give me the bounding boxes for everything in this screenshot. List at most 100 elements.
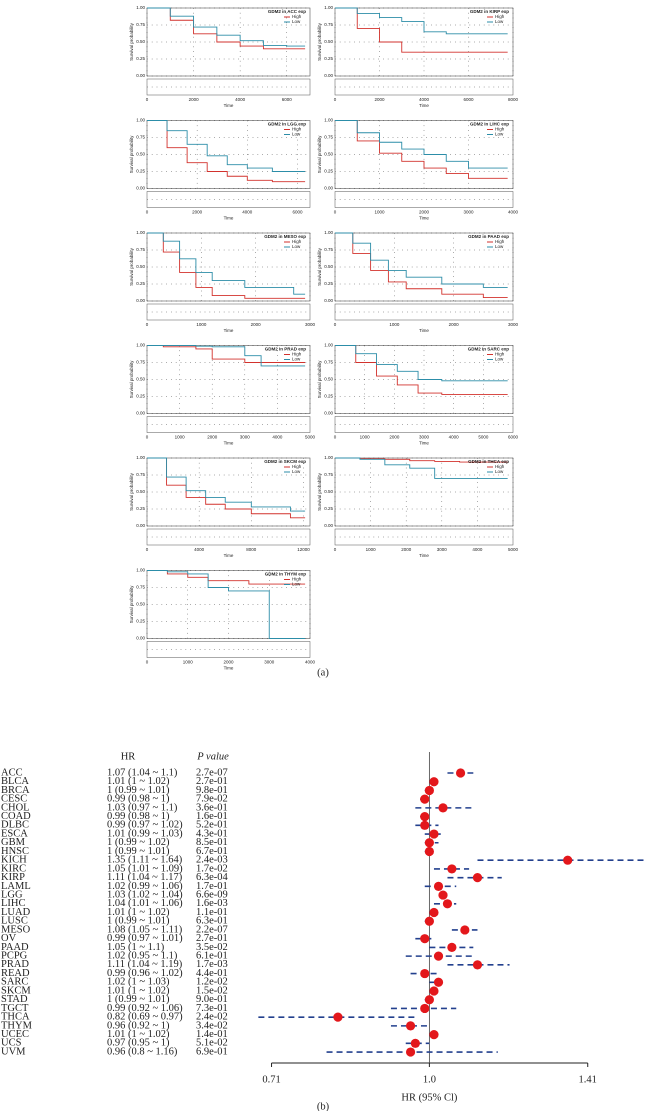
p-label: 6.1e-01 bbox=[196, 951, 228, 962]
x-tick-label: 1.41 bbox=[579, 1074, 597, 1085]
panel-title: GDM2 in THYM exp bbox=[265, 572, 307, 577]
row-label: OV bbox=[1, 933, 17, 944]
p-label: 2.4e-03 bbox=[196, 855, 228, 866]
legend-label: High bbox=[495, 352, 505, 357]
p-label: 6.3e-01 bbox=[196, 916, 228, 927]
p-label: 6.9e-01 bbox=[196, 1046, 228, 1057]
km-panel: 0.00 0.25 0.50 0.75 1.00 0 1000 2000 3000 4000 500… bbox=[129, 343, 315, 446]
survival-curve bbox=[335, 232, 508, 288]
y-axis-label: Survival probability bbox=[317, 472, 322, 511]
x-tick-label: 3000 bbox=[419, 435, 430, 440]
y-tick-label: 0.75 bbox=[136, 22, 145, 27]
p-label: 1.5e-02 bbox=[196, 985, 228, 996]
km-panel: 0.00 0.25 0.50 0.75 1.00 0 1000 2000 3000 Time Sur… bbox=[129, 230, 315, 333]
y-axis-label: Survival probability bbox=[317, 360, 322, 399]
y-tick-label: 0.50 bbox=[324, 377, 333, 382]
x-tick-label: 1.0 bbox=[423, 1074, 436, 1085]
x-tick-label: 5000 bbox=[508, 547, 519, 552]
row-label: UCS bbox=[1, 1038, 22, 1049]
row-label: ESCA bbox=[1, 828, 28, 839]
km-panel: 0.00 0.25 0.50 0.75 1.00 0 2000 4000 6000 8000 Tim… bbox=[317, 5, 518, 108]
x-tick-label: 3000 bbox=[437, 547, 448, 552]
x-tick-label: 6000 bbox=[508, 435, 519, 440]
x-tick-label: 1000 bbox=[196, 322, 207, 327]
panel-title: GDM2 in MESO exp bbox=[264, 234, 306, 239]
x-tick-label: 2000 bbox=[251, 322, 262, 327]
hr-point bbox=[433, 977, 444, 987]
x-tick-label: 0 bbox=[146, 435, 149, 440]
survival-curve bbox=[335, 345, 508, 382]
x-tick-label: 3000 bbox=[463, 210, 474, 215]
row-label: DLBC bbox=[1, 820, 29, 831]
column-header: HR bbox=[121, 751, 136, 762]
hr-label: 0.99 (0.96 ~ 1.02) bbox=[107, 968, 183, 979]
survival-curve bbox=[147, 7, 306, 47]
p-label: 6.3e-04 bbox=[196, 872, 229, 883]
y-tick-label: 0.75 bbox=[136, 135, 145, 140]
y-tick-label: 0.00 bbox=[136, 411, 145, 416]
hr-point bbox=[429, 777, 439, 787]
x-tick-label: 2000 bbox=[374, 97, 385, 102]
hr-point bbox=[429, 1030, 439, 1040]
risk-table bbox=[334, 416, 514, 433]
hr-label: 0.99 (0.97 ~ 1.02) bbox=[107, 820, 183, 831]
hr-point bbox=[429, 907, 439, 918]
hr-label: 1.35 (1.11 ~ 1.64) bbox=[107, 855, 183, 866]
x-axis-label: Time bbox=[224, 553, 234, 558]
p-label: 2.7e-07 bbox=[196, 767, 228, 778]
y-tick-label: 0.75 bbox=[136, 247, 145, 252]
p-label: 6.6e-09 bbox=[196, 889, 228, 900]
row-label: HNSC bbox=[1, 846, 29, 857]
legend-label: Low bbox=[495, 19, 504, 24]
legend-label: High bbox=[495, 14, 505, 19]
hr-point bbox=[447, 864, 457, 874]
y-tick-label: 0.75 bbox=[324, 135, 333, 140]
y-tick-label: 1.00 bbox=[136, 5, 145, 10]
hr-label: 1 (0.99 ~ 1.01) bbox=[107, 916, 170, 927]
x-tick-label: 1000 bbox=[183, 660, 194, 665]
p-label: 5.2e-01 bbox=[196, 820, 228, 831]
hr-label: 1.11 (1.04 ~ 1.17) bbox=[107, 872, 183, 883]
p-label: 1.6e-01 bbox=[196, 811, 228, 822]
survival-curve bbox=[147, 570, 306, 639]
hr-point bbox=[424, 785, 434, 796]
legend-label: Low bbox=[495, 469, 504, 474]
row-label: TGCT bbox=[1, 1003, 29, 1014]
p-label: 3.6e-01 bbox=[196, 802, 228, 813]
y-axis-label: Survival probability bbox=[129, 585, 134, 624]
y-tick-label: 0.75 bbox=[324, 472, 333, 477]
row-label: GBM bbox=[1, 837, 26, 848]
hr-label: 0.82 (0.69 ~ 0.97) bbox=[107, 1012, 183, 1023]
legend-label: Low bbox=[495, 244, 504, 249]
y-tick-label: 0.25 bbox=[136, 281, 145, 286]
panel-title: GDM2 in SARC exp bbox=[468, 347, 510, 352]
x-tick-label: 0 bbox=[334, 547, 337, 552]
p-label: 8.5e-01 bbox=[196, 837, 228, 848]
row-label: UCEC bbox=[1, 1029, 29, 1040]
x-tick-label: 2000 bbox=[207, 435, 218, 440]
y-tick-label: 0.25 bbox=[136, 506, 145, 511]
legend-label: High bbox=[292, 464, 302, 469]
p-label: 9.8e-01 bbox=[196, 785, 228, 796]
panel-title: GDM2 in THCA exp bbox=[468, 459, 509, 464]
hr-label: 1.05 (1.01 ~ 1.09) bbox=[107, 863, 183, 874]
hr-label: 1.11 (1.04 ~ 1.19) bbox=[107, 959, 183, 970]
y-tick-label: 1.00 bbox=[136, 118, 145, 123]
legend-label: High bbox=[292, 14, 302, 19]
x-tick-label: 2000 bbox=[419, 210, 430, 215]
hr-label: 1.02 (0.99 ~ 1.06) bbox=[107, 881, 183, 892]
p-label: 1.6e-03 bbox=[196, 898, 228, 909]
p-label: 9.0e-01 bbox=[196, 994, 228, 1005]
y-tick-label: 0.25 bbox=[136, 56, 145, 61]
x-tick-label: 1000 bbox=[175, 435, 186, 440]
x-tick-label: 3000 bbox=[264, 660, 275, 665]
p-label: 1.7e-02 bbox=[196, 863, 228, 874]
y-axis-label: Survival probability bbox=[317, 247, 322, 286]
hr-point bbox=[424, 995, 434, 1005]
p-label: 1.7e-03 bbox=[196, 959, 228, 970]
hr-label: 1 (0.99 ~ 1.01) bbox=[107, 994, 170, 1005]
hr-point bbox=[433, 951, 444, 961]
panel-title: GDM2 in LGG exp bbox=[268, 122, 307, 127]
hr-label: 1.03 (1.02 ~ 1.04) bbox=[107, 889, 183, 900]
